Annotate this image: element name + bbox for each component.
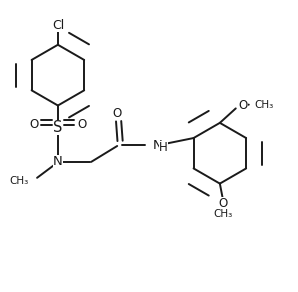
Text: O: O <box>113 107 122 120</box>
Text: S: S <box>53 120 63 135</box>
Text: O: O <box>77 118 86 131</box>
Text: CH₃: CH₃ <box>213 209 232 219</box>
Text: CH₃: CH₃ <box>254 100 274 110</box>
Text: N: N <box>153 139 162 152</box>
Text: Cl: Cl <box>52 20 64 32</box>
Text: CH₃: CH₃ <box>10 176 29 186</box>
Text: O: O <box>29 118 38 131</box>
Text: N: N <box>53 155 63 168</box>
Text: H: H <box>159 141 168 154</box>
Text: O: O <box>239 99 248 112</box>
Text: O: O <box>218 197 227 210</box>
